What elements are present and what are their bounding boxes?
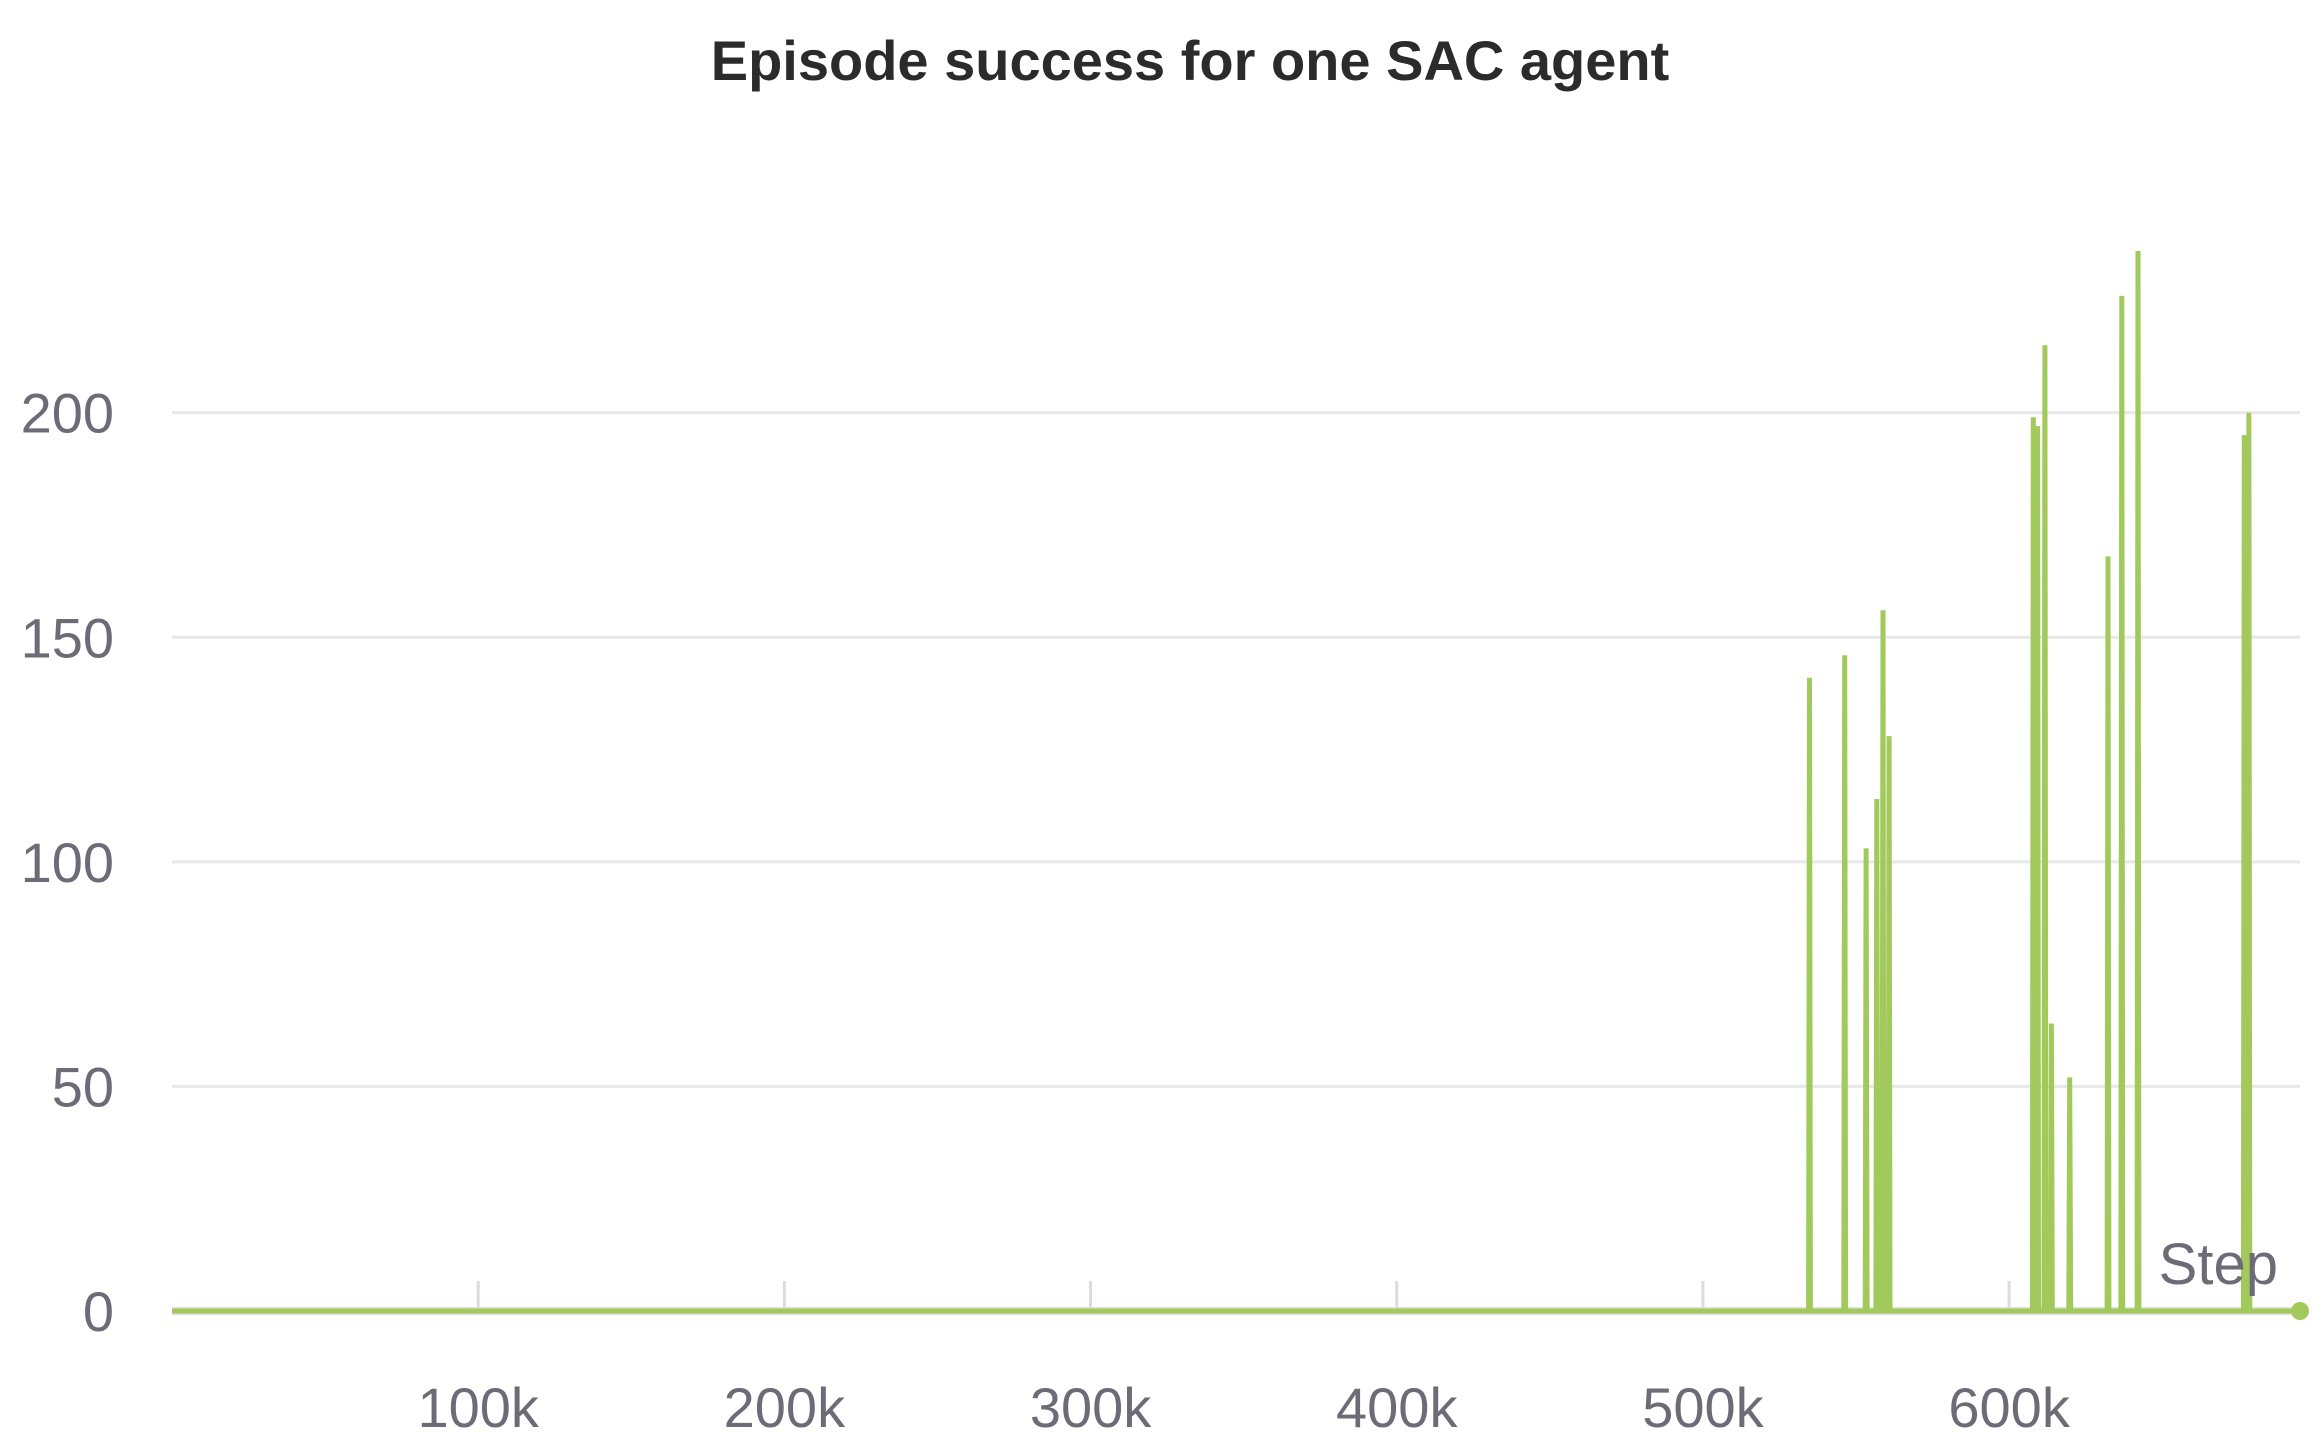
x-axis-title: Step [2159,1232,2278,1297]
x-tick-label: 200k [724,1376,846,1439]
x-tick-label: 600k [1948,1376,2070,1439]
y-tick-label: 200 [21,382,114,445]
y-tick-label: 0 [83,1280,114,1343]
x-tick-label: 100k [417,1376,539,1439]
y-tick-label: 150 [21,606,114,669]
x-tick-label: 400k [1336,1376,1458,1439]
y-tick-label: 100 [21,831,114,894]
x-axis-ticks [476,1281,2011,1311]
x-tick-label: 300k [1030,1376,1152,1439]
series-line [172,250,2300,1314]
grid-lines [172,411,2300,1315]
y-axis-tick-labels: 0 50 100 150 200 [21,382,114,1343]
series-end-marker [2291,1302,2309,1320]
x-axis-tick-labels: 100k 200k 300k 400k 500k 600k [417,1376,2070,1439]
y-tick-label: 50 [52,1055,114,1118]
series-layer [172,250,2300,1314]
chart-title: Episode success for one SAC agent [711,29,1669,92]
x-tick-label: 500k [1642,1376,1764,1439]
